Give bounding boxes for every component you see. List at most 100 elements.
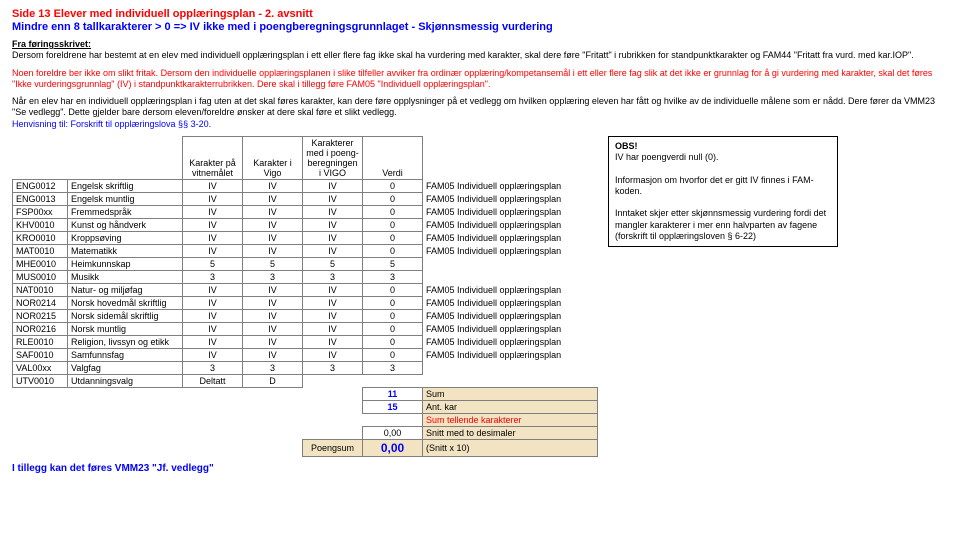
cell-k1: IV <box>183 205 243 218</box>
obs-l1: IV har poengverdi null (0). <box>615 152 831 163</box>
ps-label: Poengsum <box>303 439 363 456</box>
cell-name: Engelsk muntlig <box>68 192 183 205</box>
cell-name: Natur- og miljøfag <box>68 283 183 296</box>
cell-note: FAM05 Individuell opplæringsplan <box>423 335 598 348</box>
cell-code: ENG0012 <box>13 179 68 192</box>
red-paragraph: Noen foreldre ber ikke om slikt fritak. … <box>12 68 948 91</box>
cell-k3: IV <box>303 335 363 348</box>
cell-note: FAM05 Individuell opplæringsplan <box>423 218 598 231</box>
cell-name: Engelsk skriftlig <box>68 179 183 192</box>
cell-v: 0 <box>363 322 423 335</box>
cell-k3: IV <box>303 283 363 296</box>
cell-k3: IV <box>303 309 363 322</box>
cell-note: FAM05 Individuell opplæringsplan <box>423 322 598 335</box>
cell-v <box>363 374 423 387</box>
cell-k3: IV <box>303 296 363 309</box>
cell-k1: IV <box>183 192 243 205</box>
cell-note: FAM05 Individuell opplæringsplan <box>423 179 598 192</box>
cell-k2: IV <box>243 335 303 348</box>
cell-k3: IV <box>303 244 363 257</box>
cell-name: Kroppsøving <box>68 231 183 244</box>
cell-name: Valgfag <box>68 361 183 374</box>
cell-v: 3 <box>363 361 423 374</box>
cell-name: Norsk muntlig <box>68 322 183 335</box>
cell-k3: IV <box>303 322 363 335</box>
ps-note: (Snitt x 10) <box>423 439 598 456</box>
stk-label: Sum tellende karakterer <box>423 413 598 426</box>
red-p2a: Noen foreldre ber ikke om slikt fritak. <box>12 68 158 78</box>
cell-k3: IV <box>303 179 363 192</box>
law-link: Henvisning til: Forskrift til opplærings… <box>12 119 211 129</box>
table-row: RLE0010Religion, livssyn og etikkIVIVIV0… <box>13 335 598 348</box>
snitt-label: Snitt med to desimaler <box>423 426 598 439</box>
cell-code: MUS0010 <box>13 270 68 283</box>
table-row: ENG0013Engelsk muntligIVIVIV0FAM05 Indiv… <box>13 192 598 205</box>
intro-p1: Dersom foreldrene har bestemt at en elev… <box>12 50 914 60</box>
cell-v: 0 <box>363 244 423 257</box>
table-header-row: Karakter på vitnemålet Karakter i Vigo K… <box>13 136 598 179</box>
cell-note: FAM05 Individuell opplæringsplan <box>423 283 598 296</box>
cell-code: NOR0215 <box>13 309 68 322</box>
table-row: FSP00xxFremmedspråkIVIVIV0FAM05 Individu… <box>13 205 598 218</box>
cell-note: FAM05 Individuell opplæringsplan <box>423 244 598 257</box>
table-row: MUS0010Musikk3333 <box>13 270 598 283</box>
cell-code: FSP00xx <box>13 205 68 218</box>
cell-note <box>423 270 598 283</box>
cell-k2: IV <box>243 296 303 309</box>
cell-k3: 3 <box>303 361 363 374</box>
cell-code: VAL00xx <box>13 361 68 374</box>
cell-k1: IV <box>183 231 243 244</box>
cell-v: 0 <box>363 296 423 309</box>
th-v: Verdi <box>363 136 423 179</box>
th-empty3 <box>423 136 598 179</box>
cell-k2: IV <box>243 348 303 361</box>
table-row: NAT0010Natur- og miljøfagIVIVIV0FAM05 In… <box>13 283 598 296</box>
cell-k2: 3 <box>243 270 303 283</box>
cell-name: Utdanningsvalg <box>68 374 183 387</box>
cell-code: NAT0010 <box>13 283 68 296</box>
cell-k1: 5 <box>183 257 243 270</box>
cell-name: Kunst og håndverk <box>68 218 183 231</box>
page-title: Side 13 Elever med individuell opplæring… <box>12 8 948 20</box>
cell-note: FAM05 Individuell opplæringsplan <box>423 205 598 218</box>
cell-k1: IV <box>183 244 243 257</box>
summary-row: Sum tellende karakterer <box>13 413 598 426</box>
cell-k2: IV <box>243 205 303 218</box>
cell-v: 0 <box>363 309 423 322</box>
cell-k2: IV <box>243 231 303 244</box>
summary-row: Poengsum0,00(Snitt x 10) <box>13 439 598 456</box>
cell-v: 0 <box>363 179 423 192</box>
table-row: KHV0010Kunst og håndverkIVIVIV0FAM05 Ind… <box>13 218 598 231</box>
cell-note <box>423 374 598 387</box>
cell-k1: IV <box>183 179 243 192</box>
cell-code: KHV0010 <box>13 218 68 231</box>
summary-row: 11Sum <box>13 387 598 400</box>
cell-code: MHE0010 <box>13 257 68 270</box>
grades-table: Karakter på vitnemålet Karakter i Vigo K… <box>12 136 598 457</box>
cell-v: 0 <box>363 218 423 231</box>
cell-name: Norsk hovedmål skriftlig <box>68 296 183 309</box>
cell-name: Norsk sidemål skriftlig <box>68 309 183 322</box>
cell-k3: IV <box>303 218 363 231</box>
table-row: ENG0012Engelsk skriftligIVIVIV0FAM05 Ind… <box>13 179 598 192</box>
main-content: Karakter på vitnemålet Karakter i Vigo K… <box>12 136 948 457</box>
cell-note: FAM05 Individuell opplæringsplan <box>423 296 598 309</box>
cell-k2: IV <box>243 283 303 296</box>
intro-block: Fra føringsskrivet: Dersom foreldrene ha… <box>12 39 948 62</box>
cell-k1: IV <box>183 322 243 335</box>
cell-note: FAM05 Individuell opplæringsplan <box>423 231 598 244</box>
cell-note: FAM05 Individuell opplæringsplan <box>423 192 598 205</box>
cell-k3 <box>303 374 363 387</box>
cell-code: NOR0216 <box>13 322 68 335</box>
th-empty1 <box>13 136 68 179</box>
cell-code: UTV0010 <box>13 374 68 387</box>
cell-k1: Deltatt <box>183 374 243 387</box>
intro-p3: Når en elev har en individuell opplæring… <box>12 96 935 117</box>
cell-k1: IV <box>183 309 243 322</box>
table-row: KRO0010KroppsøvingIVIVIV0FAM05 Individue… <box>13 231 598 244</box>
cell-code: NOR0214 <box>13 296 68 309</box>
cell-k1: IV <box>183 218 243 231</box>
cell-k2: 3 <box>243 361 303 374</box>
cell-v: 0 <box>363 192 423 205</box>
cell-k2: IV <box>243 179 303 192</box>
